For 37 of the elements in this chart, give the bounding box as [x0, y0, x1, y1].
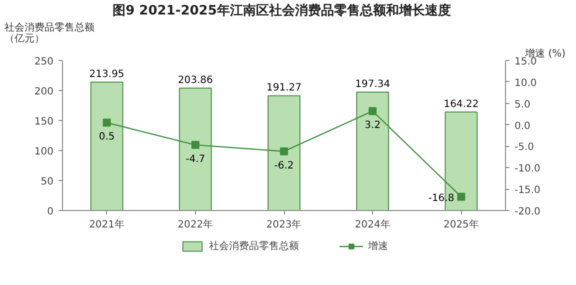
data-label: 164.22	[444, 98, 479, 110]
point	[280, 147, 288, 156]
y2-tick-label: 15.0	[514, 56, 537, 68]
data-label: 191.27	[266, 82, 302, 94]
data-label: 213.95	[89, 69, 124, 80]
y2-tick-label: 10.0	[514, 78, 537, 89]
data-label: 197.34	[355, 79, 390, 90]
x-tick-label: 2023年	[266, 218, 302, 230]
point	[102, 118, 111, 127]
data-label: 0.5	[98, 132, 115, 143]
legend-label: 社会消费品零售总额	[209, 240, 299, 253]
y-axis-title: 社会消费品零售总额（亿元）	[4, 22, 94, 44]
y-tick-label: 100	[34, 146, 54, 158]
data-label: -6.2	[274, 160, 294, 172]
y-tick-label: 0	[47, 206, 54, 218]
point	[191, 140, 200, 149]
y-tick-label: 200	[34, 86, 54, 98]
y-tick-label: 250	[34, 56, 54, 68]
x-tick-label: 2024年	[354, 218, 390, 230]
data-label: -4.7	[186, 154, 206, 165]
y2-tick-label: -15.0	[514, 185, 540, 196]
legend-label: 增速	[368, 240, 388, 253]
y2-tick-label: -20.0	[514, 206, 540, 218]
y-tick-label: 150	[34, 116, 54, 128]
y-tick-label: 50	[40, 176, 54, 188]
y2-tick-label: -5.0	[514, 142, 534, 154]
y2-tick-label: 5.0	[514, 99, 530, 110]
point	[457, 192, 466, 201]
data-label: 3.2	[364, 120, 381, 132]
y2-tick-label: -10.0	[514, 164, 540, 175]
y2-tick-label: 0.0	[514, 120, 530, 132]
x-tick-label: 2022年	[178, 218, 214, 230]
x-tick-label: 2021年	[89, 218, 125, 230]
chart-title: 图9 2021-2025年江南区社会消费品零售总额和增长速度	[112, 2, 451, 18]
data-label: 203.86	[178, 75, 213, 86]
x-tick-label: 2025年	[443, 218, 479, 230]
point	[368, 107, 377, 116]
